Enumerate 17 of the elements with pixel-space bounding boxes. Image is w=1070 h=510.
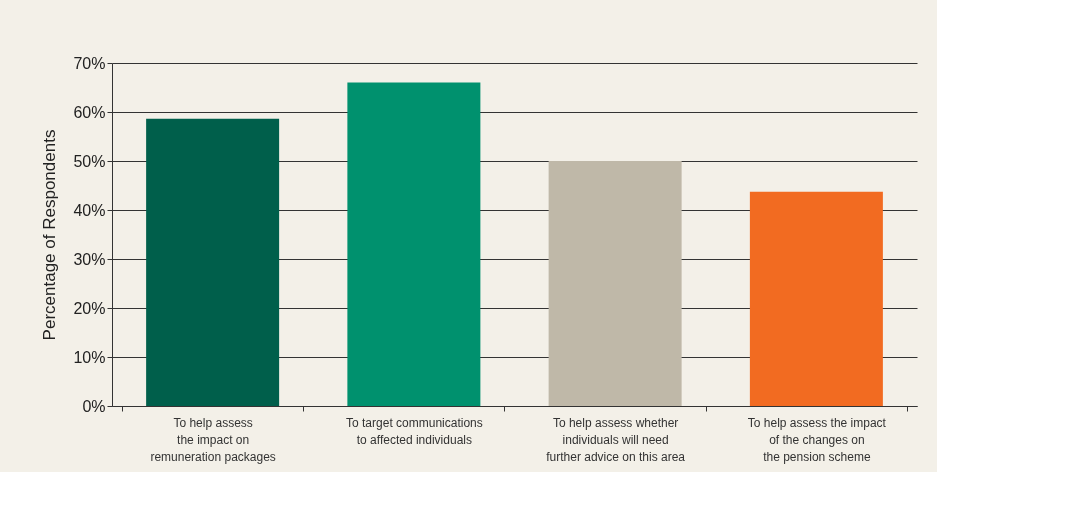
y-tick-label: 50% — [73, 152, 106, 170]
y-tick-label: 60% — [73, 103, 106, 121]
x-tick-label: To help assess whether individuals will need further advice on this area — [546, 415, 686, 464]
y-tick-label: 20% — [73, 299, 106, 317]
y-axis-title: Percentage of Respondents — [40, 129, 60, 341]
bar — [749, 191, 883, 406]
bar — [548, 161, 682, 406]
x-tick-label: To help assess the impact on remuneration packages — [150, 415, 276, 464]
y-tick-label: 40% — [73, 201, 106, 219]
x-tick-label: To help assess the impact of the changes on the pension scheme — [747, 415, 887, 464]
y-tick-label: 0% — [82, 397, 106, 415]
bar — [146, 118, 280, 406]
y-tick-label: 70% — [73, 54, 106, 72]
y-tick-label: 30% — [73, 250, 106, 268]
y-tick-label: 10% — [73, 348, 106, 366]
bar — [347, 82, 481, 406]
x-tick-label: To target communications to affected individuals — [346, 415, 483, 447]
